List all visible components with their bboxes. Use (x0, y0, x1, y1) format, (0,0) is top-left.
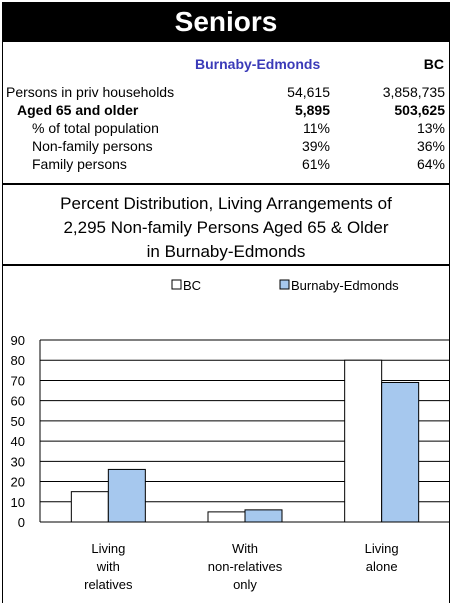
row-value-area: 39% (301, 138, 330, 154)
y-tick-label: 20 (11, 475, 25, 490)
x-tick-label: With (232, 541, 258, 556)
table-row: Non-family persons 39% 36% (2, 137, 450, 155)
row-value-area: 11% (303, 120, 330, 136)
x-tick-label: with (96, 559, 120, 574)
table-row: Aged 65 and older 5,895 503,625 (2, 101, 450, 119)
page-title: Seniors (2, 2, 450, 42)
y-tick-label: 60 (11, 394, 25, 409)
row-value-bc: 36% (416, 138, 445, 154)
row-label: Aged 65 and older (17, 102, 139, 118)
y-tick-label: 90 (11, 333, 25, 348)
bar-burnaby-edmonds (381, 381, 420, 523)
table-row: % of total population 11% 13% (2, 119, 450, 137)
row-label: Persons in priv households (6, 84, 175, 100)
y-tick-label: 50 (11, 414, 25, 429)
chart-title-line: 2,295 Non-family Persons Aged 65 & Older (63, 218, 389, 237)
chart-title-line: in Burnaby-Edmonds (146, 242, 306, 261)
column-header-bc: BC (423, 56, 444, 72)
y-tick-label: 80 (11, 353, 25, 368)
x-tick-label: Living (365, 541, 399, 556)
y-tick-label: 70 (11, 373, 25, 388)
bar-burnaby-edmonds (244, 509, 283, 523)
row-value-area: 54,615 (287, 84, 330, 100)
legend-label: Burnaby-Edmonds (291, 278, 399, 293)
row-label: Non-family persons (32, 138, 153, 154)
row-value-bc: 64% (416, 156, 445, 172)
x-tick-label: non-relatives (208, 559, 283, 574)
row-label: Family persons (32, 156, 127, 172)
legend-swatch (279, 279, 290, 290)
bar-bc (70, 491, 109, 523)
x-tick-label: alone (366, 559, 398, 574)
y-tick-label: 40 (11, 434, 25, 449)
bar-burnaby-edmonds (107, 468, 146, 523)
bar-bc (207, 511, 246, 523)
column-header-area: Burnaby-Edmonds (195, 56, 321, 72)
y-tick-label: 30 (11, 454, 25, 469)
chart-title-line: Percent Distribution, Living Arrangement… (60, 194, 392, 213)
y-tick-label: 0 (18, 515, 25, 530)
row-value-bc: 3,858,735 (382, 84, 445, 100)
row-value-bc: 503,625 (394, 102, 445, 118)
y-tick-label: 10 (11, 495, 25, 510)
chart-title: Percent Distribution, Living Arrangement… (2, 192, 450, 264)
table-row: Family persons 61% 64% (2, 155, 450, 173)
divider (2, 264, 450, 266)
x-tick-label: Living (91, 541, 125, 556)
divider (2, 183, 450, 185)
bar-bc (344, 359, 383, 523)
x-tick-label: only (233, 577, 257, 592)
legend-label: BC (183, 278, 201, 293)
row-label: % of total population (32, 120, 159, 136)
row-value-area: 61% (301, 156, 330, 172)
x-tick-label: relatives (84, 577, 133, 592)
row-value-area: 5,895 (294, 102, 330, 118)
table-row: Persons in priv households 54,615 3,858,… (2, 83, 450, 101)
row-value-bc: 13% (416, 120, 445, 136)
legend-swatch (171, 279, 182, 290)
